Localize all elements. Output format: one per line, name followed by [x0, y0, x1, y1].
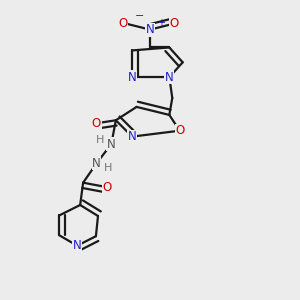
Text: N: N: [128, 71, 136, 84]
Text: N: N: [73, 239, 82, 252]
Text: O: O: [169, 17, 178, 30]
Text: −: −: [135, 11, 144, 21]
Text: H: H: [103, 163, 112, 173]
Text: N: N: [165, 71, 174, 84]
Text: N: N: [146, 23, 154, 36]
Text: N: N: [107, 138, 116, 151]
Text: O: O: [92, 117, 101, 130]
Text: O: O: [175, 124, 184, 137]
Text: H: H: [96, 136, 104, 146]
Text: O: O: [102, 181, 112, 194]
Text: N: N: [92, 157, 101, 170]
Text: N: N: [128, 130, 136, 143]
Text: O: O: [118, 17, 128, 30]
Text: +: +: [157, 18, 165, 28]
